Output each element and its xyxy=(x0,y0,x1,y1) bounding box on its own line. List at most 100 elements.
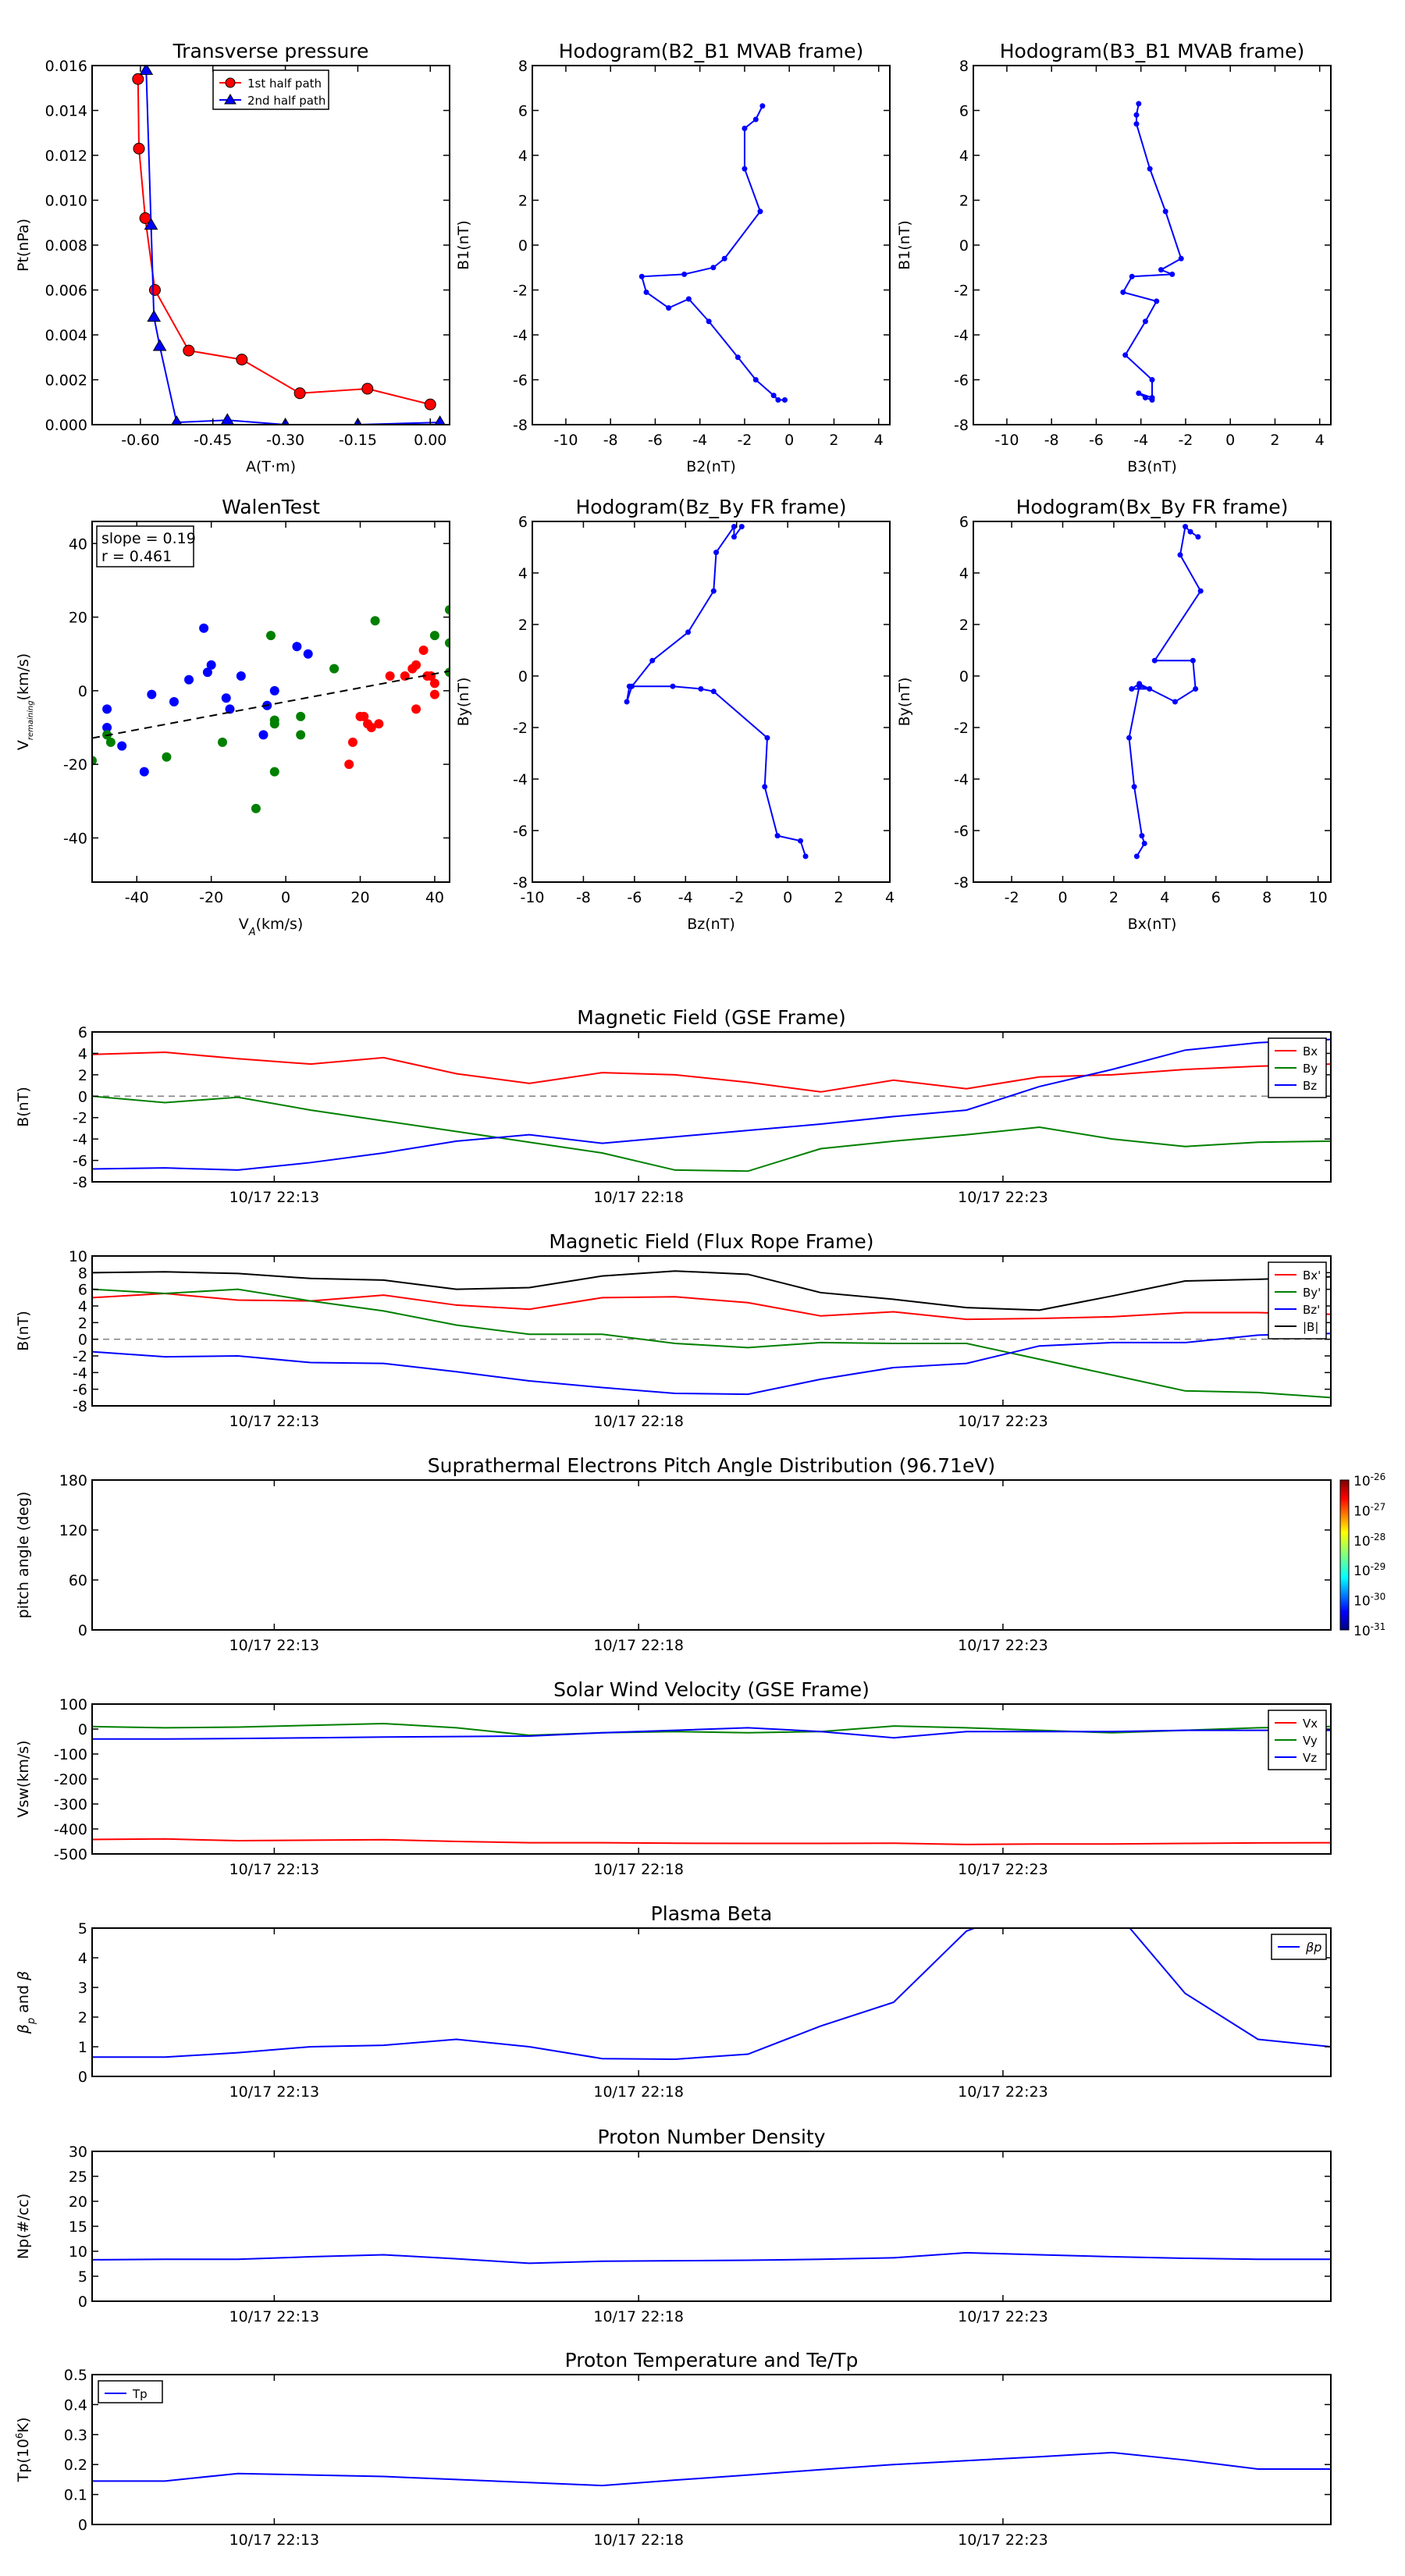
y-tick-label: 0 xyxy=(959,668,969,685)
y-tick-label: 6 xyxy=(959,103,969,120)
y-tick-label: 2 xyxy=(959,193,969,210)
series-line xyxy=(626,524,806,857)
x-tick-label: 2 xyxy=(829,432,838,449)
legend: βp xyxy=(1271,1934,1327,1960)
y-tick-label: -4 xyxy=(513,327,528,344)
series-line xyxy=(92,1038,1331,1171)
data-point xyxy=(236,354,248,366)
x-tick-label: 10/17 22:13 xyxy=(229,1637,320,1654)
series-line xyxy=(92,1270,1331,1311)
x-tick-label: -0.60 xyxy=(121,432,159,449)
y-tick-label: 0 xyxy=(518,237,528,254)
legend: 1st half path 2nd half path xyxy=(212,69,329,110)
data-point xyxy=(206,660,216,670)
x-tick-label: 10/17 22:18 xyxy=(593,2308,684,2325)
data-point xyxy=(721,255,727,262)
data-point xyxy=(366,723,376,732)
magnetic-field-gse-chart: Magnetic Field (GSE Frame) -8 -6 -4 -2 0 2 4 6 10… xyxy=(15,1006,1332,1206)
solar-wind-velocity-chart: Solar Wind Velocity (GSE Frame) -500 -400 -… xyxy=(15,1678,1332,1878)
data-point xyxy=(139,66,154,75)
y-tick-label: -100 xyxy=(54,1746,87,1763)
data-point xyxy=(147,310,162,322)
x-tick-label: -6 xyxy=(648,432,663,449)
y-tick-label: 8 xyxy=(518,58,528,75)
data-point xyxy=(1136,683,1143,689)
proton-temperature-chart: Proton Temperature and Te/Tp 0 0.1 0.2 0.3 0.… xyxy=(14,2349,1332,2549)
hodogram-b3-b1-chart: Hodogram(B3_B1 MVAB frame) -8 -6 -4 -2 0 2 4 6 8 -… xyxy=(896,40,1332,475)
data-point xyxy=(764,735,770,741)
pitch-angle-chart: Suprathermal Electrons Pitch Angle Distr… xyxy=(15,1454,1385,1654)
x-tick-label: 4 xyxy=(1160,889,1169,906)
x-tick-label: -10 xyxy=(553,432,578,449)
data-point xyxy=(1172,699,1178,705)
data-point xyxy=(171,415,183,425)
data-point xyxy=(269,685,279,696)
y-tick-label: 0 xyxy=(78,1622,87,1639)
data-point xyxy=(1139,833,1145,839)
y-tick-label: -8 xyxy=(954,874,969,891)
x-axis-label: B2(nT) xyxy=(686,458,736,475)
y-tick-label: 6 xyxy=(78,1024,87,1041)
data-point xyxy=(1197,588,1204,594)
data-point xyxy=(752,116,759,123)
data-point xyxy=(1183,524,1189,530)
y-tick-label: -200 xyxy=(54,1771,87,1788)
y-tick-label: -6 xyxy=(513,823,528,840)
data-point xyxy=(1147,686,1153,692)
chart-title: WalenTest xyxy=(222,496,320,518)
y-tick-label: 0.1 xyxy=(64,2487,87,2504)
x-tick-label: -40 xyxy=(125,889,149,906)
plot-area xyxy=(1126,524,1204,859)
y-tick-label: 0.012 xyxy=(45,148,87,165)
y-tick-label: 60 xyxy=(69,1572,87,1589)
y-tick-label: -8 xyxy=(73,1174,87,1191)
data-point xyxy=(411,704,422,714)
legend-label: βp xyxy=(1305,1940,1321,1955)
y-axis-label: By(nT) xyxy=(896,678,913,727)
y-tick-label: 10 xyxy=(69,1248,87,1265)
y-tick-label: 0 xyxy=(78,2517,87,2534)
y-tick-label: -6 xyxy=(513,372,528,390)
data-point xyxy=(1133,853,1140,859)
x-tick-label: 10/17 22:23 xyxy=(958,1861,1048,1878)
x-tick-label: 8 xyxy=(1262,889,1272,906)
legend-label: Bx xyxy=(1303,1044,1318,1059)
y-tick-label: 0.3 xyxy=(64,2427,87,2444)
data-point xyxy=(742,126,748,131)
y-tick-label: 0.000 xyxy=(45,417,87,434)
data-point xyxy=(117,741,127,751)
data-point xyxy=(802,853,809,859)
y-tick-label: -300 xyxy=(54,1796,87,1813)
hodogram-bz-by-chart: Hodogram(Bz_By FR frame)-8-6-4-20246-10-… xyxy=(455,496,895,933)
axes-frame xyxy=(91,1255,1332,1407)
axes-frame xyxy=(91,1479,1332,1631)
data-point xyxy=(385,671,395,681)
x-tick-label: 10/17 22:23 xyxy=(958,1637,1048,1654)
y-tick-label: 2 xyxy=(959,617,969,634)
data-point xyxy=(775,397,781,403)
series-line xyxy=(92,1727,1331,1740)
data-point xyxy=(293,387,306,400)
x-tick-label: 10/17 22:13 xyxy=(229,1413,320,1430)
y-tick-label: -4 xyxy=(513,771,528,788)
x-tick-label: 0 xyxy=(1058,889,1067,906)
y-tick-label: 4 xyxy=(518,148,528,165)
y-tick-label: 0.5 xyxy=(64,2367,87,2384)
data-point xyxy=(184,674,194,685)
data-point xyxy=(713,550,720,556)
series-line xyxy=(137,79,431,406)
y-tick-label: 4 xyxy=(78,1298,87,1315)
data-point xyxy=(781,397,788,403)
y-tick-label: -400 xyxy=(54,1821,87,1838)
data-point xyxy=(681,271,688,277)
x-tick-label: 4 xyxy=(1315,432,1325,449)
data-point xyxy=(269,767,279,777)
colorbar-gradient xyxy=(1339,1479,1350,1631)
data-point xyxy=(329,664,340,674)
data-point xyxy=(1177,552,1183,558)
data-point xyxy=(139,767,149,777)
series-line xyxy=(92,1288,1331,1399)
data-point xyxy=(1122,352,1129,358)
data-point xyxy=(1133,121,1140,127)
